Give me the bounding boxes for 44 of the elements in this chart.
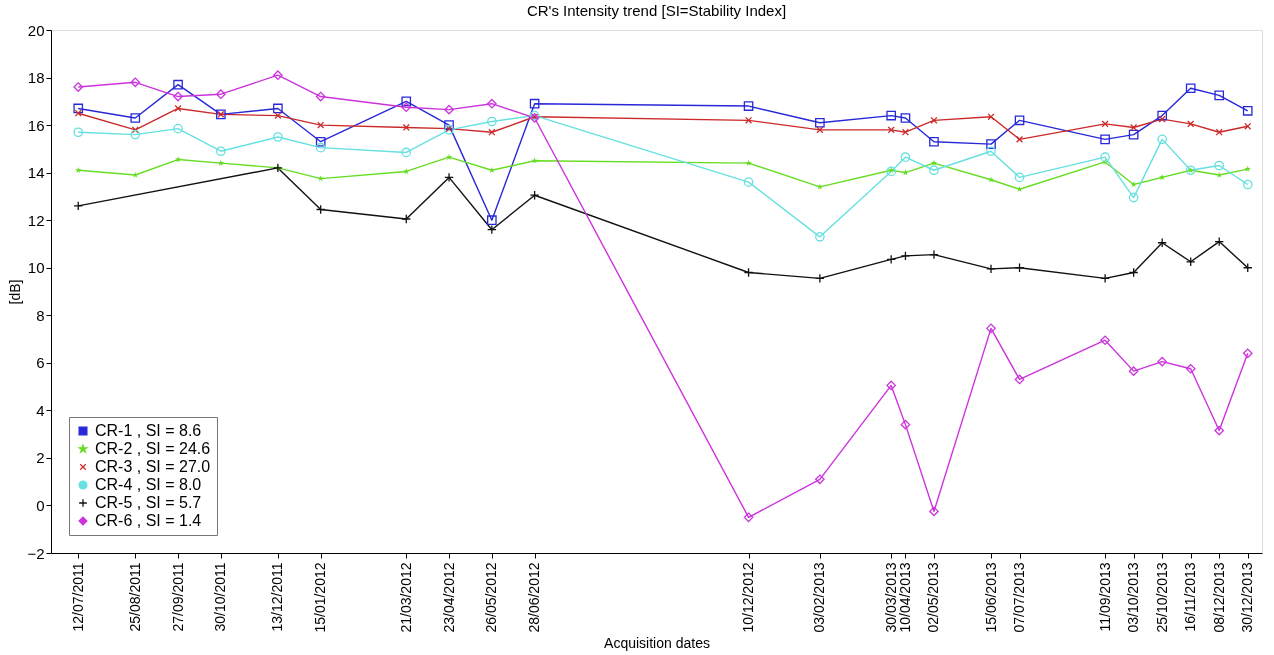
y-tick-label: 20 — [27, 21, 45, 39]
chart-title: CR's Intensity trend [SI=Stability Index] — [526, 2, 787, 19]
x-tick-label: 25/08/2011 — [126, 562, 143, 632]
x-tick-label: 27/09/2011 — [169, 562, 186, 632]
y-tick-label: 10 — [27, 259, 45, 277]
x-tick-label: 16/11/2013 — [1182, 562, 1199, 632]
x-tick-label: 12/07/2011 — [69, 562, 86, 632]
x-tick-label: 02/05/2013 — [925, 562, 942, 633]
y-tick-label: 6 — [36, 354, 45, 372]
y-tick-label: 2 — [36, 449, 45, 467]
x-tick-label: 15/06/2013 — [982, 562, 999, 633]
x-axis-title: Acquisition dates — [604, 634, 710, 651]
x-tick-label: 03/02/2013 — [811, 562, 828, 633]
legend-label: CR-3 , SI = 27.0 — [95, 458, 211, 475]
legend-label: CR-1 , SI = 8.6 — [95, 422, 202, 439]
y-tick-label: 12 — [27, 211, 45, 229]
y-tick-label: −2 — [27, 544, 45, 562]
x-tick-label: 28/06/2012 — [526, 562, 543, 633]
x-tick-label: 30/03/2013 — [882, 562, 899, 633]
x-tick-label: 07/07/2013 — [1011, 562, 1028, 633]
legend-label: CR-2 , SI = 24.6 — [95, 440, 211, 457]
y-axis-title: [dB] — [7, 279, 24, 305]
y-tick-label: 4 — [36, 401, 45, 419]
x-tick-label: 11/09/2013 — [1096, 562, 1113, 632]
x-tick-label: 10/04/2013 — [896, 562, 913, 633]
x-tick-label: 10/12/2012 — [740, 562, 757, 633]
x-tick-label: 08/12/2013 — [1210, 562, 1227, 633]
x-tick-label: 15/01/2012 — [312, 562, 329, 633]
legend-label: CR-4 , SI = 8.0 — [95, 476, 202, 493]
x-tick-label: 03/10/2013 — [1125, 562, 1142, 633]
x-tick-label: 30/12/2013 — [1239, 562, 1256, 633]
x-tick-label: 26/05/2012 — [483, 562, 500, 633]
x-tick-label: 25/10/2013 — [1153, 562, 1170, 633]
y-tick-label: 0 — [36, 496, 45, 514]
x-tick-label: 13/12/2011 — [269, 562, 286, 632]
x-tick-label: 23/04/2012 — [440, 562, 457, 633]
x-tick-label: 30/10/2011 — [212, 562, 229, 632]
y-tick-label: 18 — [27, 69, 45, 87]
legend-label: CR-5 , SI = 5.7 — [95, 494, 202, 511]
legend-label: CR-6 , SI = 1.4 — [95, 512, 202, 529]
y-tick-label: 8 — [36, 306, 45, 324]
y-tick-label: 16 — [27, 116, 45, 134]
x-tick-label: 21/03/2012 — [397, 562, 414, 633]
y-tick-label: 14 — [27, 164, 45, 182]
